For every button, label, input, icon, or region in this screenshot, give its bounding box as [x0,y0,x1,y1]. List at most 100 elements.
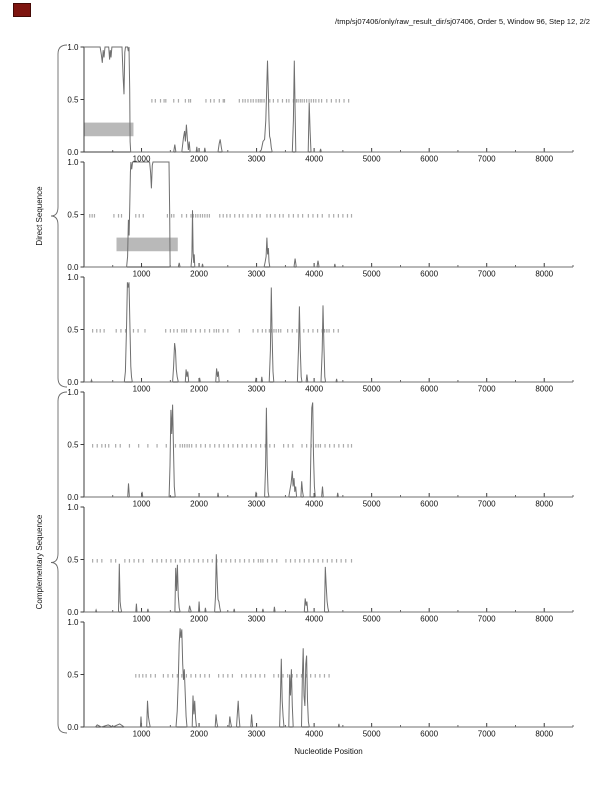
half-probability-mark [239,559,241,563]
half-probability-mark [156,444,158,448]
half-probability-mark [259,99,261,103]
half-probability-mark [234,559,236,563]
half-probability-mark [255,444,257,448]
half-probability-mark [115,559,117,563]
half-probability-mark [333,214,335,218]
x-tick-label: 2000 [190,500,208,509]
half-probability-mark [156,559,158,563]
half-probability-mark [231,674,234,678]
half-probability-mark [301,444,303,448]
half-probability-mark [120,329,122,333]
half-probability-mark [326,329,328,333]
x-tick-label: 7000 [478,385,496,394]
y-tick-label: 0.0 [67,493,79,502]
half-probability-mark [184,444,186,448]
half-probability-mark [250,674,252,678]
half-probability-mark [206,214,208,218]
half-probability-mark [346,214,349,218]
y-tick-label: 0.0 [67,148,79,157]
x-tick-label: 7000 [478,270,496,279]
half-probability-mark [328,674,330,678]
half-probability-mark [273,444,276,448]
half-probability-mark [348,99,350,103]
half-probability-mark [110,559,112,563]
half-probability-mark [308,559,310,563]
y-tick-label: 1.0 [67,503,79,512]
half-probability-mark [315,99,317,103]
half-probability-mark [101,559,103,563]
x-tick-label: 1000 [133,615,151,624]
half-probability-mark [128,559,131,563]
half-probability-mark [197,214,199,218]
half-probability-mark [328,329,330,333]
half-probability-mark [189,99,192,103]
half-probability-mark [96,444,98,448]
half-probability-mark [303,329,305,333]
half-probability-mark [305,674,307,678]
half-probability-mark [316,329,319,333]
x-tick-label: 3000 [248,615,266,624]
half-probability-mark [302,214,304,218]
half-probability-mark [296,674,298,678]
half-probability-mark [287,444,289,448]
half-probability-mark [154,99,156,103]
direct-sequence-group-label: Direct Sequence [35,186,44,246]
half-probability-mark [350,559,353,563]
half-probability-mark [323,329,326,333]
half-probability-mark [159,99,162,103]
half-probability-mark [259,674,261,678]
half-probability-mark [292,444,294,448]
half-probability-mark [222,674,224,678]
half-probability-mark [142,559,144,563]
half-probability-mark [282,674,284,678]
half-probability-mark [163,99,165,103]
half-probability-mark [173,99,175,103]
half-probability-mark [214,444,216,448]
half-probability-mark [176,674,178,678]
y-tick-label: 0.5 [67,670,79,679]
probability-curve [84,628,573,728]
half-probability-mark [250,444,253,448]
half-probability-mark [333,444,335,448]
half-probability-mark [166,214,169,218]
half-probability-mark [135,674,137,678]
half-probability-mark [310,99,312,103]
y-tick-label: 1.0 [67,158,79,167]
half-probability-mark [289,559,292,563]
half-probability-mark [238,99,240,103]
half-probability-mark [185,674,188,678]
x-tick-label: 8000 [535,615,553,624]
half-probability-mark [268,329,270,333]
half-probability-mark [179,559,181,563]
x-tick-label: 4000 [305,500,323,509]
half-probability-mark [261,99,263,103]
half-probability-mark [288,99,290,103]
half-probability-mark [171,674,174,678]
x-tick-label: 1000 [133,730,151,739]
x-tick-label: 2000 [190,615,208,624]
half-probability-mark [274,214,276,218]
half-probability-mark [181,214,183,218]
half-probability-mark [310,674,312,678]
half-probability-mark [328,214,330,218]
y-tick-label: 0.0 [67,723,79,732]
y-tick-label: 1.0 [67,273,79,282]
half-probability-mark [330,99,332,103]
half-probability-mark [318,99,320,103]
half-probability-mark [173,214,175,218]
half-probability-mark [202,559,204,563]
half-probability-mark [218,444,220,448]
half-probability-mark [265,329,267,333]
half-probability-mark [350,214,353,218]
half-probability-mark [204,214,206,218]
half-probability-mark [230,559,232,563]
x-tick-label: 4000 [305,155,323,164]
half-probability-mark [297,214,299,218]
y-tick-label: 0.5 [67,555,79,564]
half-probability-mark [291,329,293,333]
half-probability-mark [222,329,224,333]
panel-axes [83,47,573,153]
half-probability-mark [269,214,271,218]
complementary-sequence-brace [50,391,68,734]
